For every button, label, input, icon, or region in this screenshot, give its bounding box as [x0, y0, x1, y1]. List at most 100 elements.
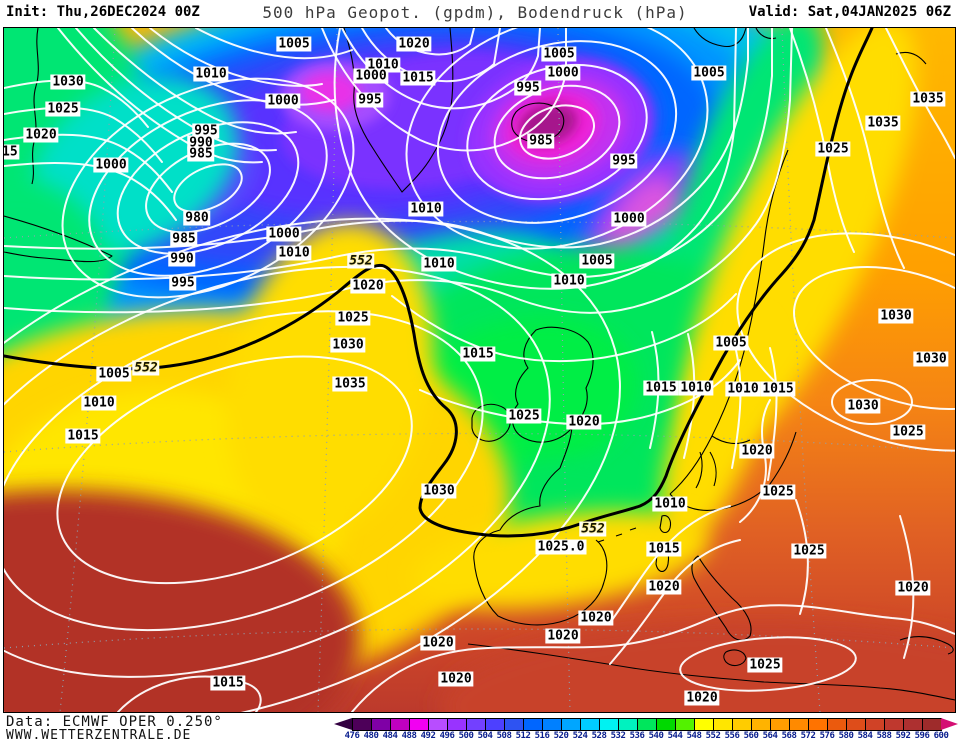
pressure-labels-layer: 1030102510201015100010101005100099599098…	[4, 28, 955, 712]
colorbar-segment	[808, 718, 828, 731]
colorbar-segment	[751, 718, 771, 731]
colorbar-segment	[542, 718, 562, 731]
colorbar-tick: 564	[762, 731, 778, 741]
colorbar-segment	[732, 718, 752, 731]
colorbar-tick: 552	[705, 731, 721, 741]
pressure-label: 1020	[566, 414, 602, 430]
colorbar-segment	[675, 718, 695, 731]
colorbar-tick: 556	[724, 731, 740, 741]
pressure-label: 1025.0	[535, 539, 587, 555]
colorbar-segment	[637, 718, 657, 731]
map-area: 1030102510201015100010101005100099599098…	[3, 27, 956, 713]
pressure-label: 1010	[193, 66, 229, 82]
pressure-label: 1025	[815, 141, 851, 157]
pressure-label: 1005	[96, 366, 132, 382]
colorbar-tick: 492	[420, 731, 436, 741]
pressure-label: 1010	[81, 395, 117, 411]
pressure-label: 1000	[611, 211, 647, 227]
pressure-label: 1025	[335, 310, 371, 326]
pressure-label: 995	[610, 153, 638, 169]
colorbar-tick: 600	[933, 731, 949, 741]
colorbar-tick: 524	[572, 731, 588, 741]
colorbar-tick: 592	[895, 731, 911, 741]
colorbar-tick: 512	[515, 731, 531, 741]
colorbar-tick: 484	[382, 731, 398, 741]
pressure-label: 1030	[50, 74, 86, 90]
pressure-label: 1010	[652, 496, 688, 512]
pressure-label: 995	[192, 123, 220, 139]
pressure-label: 1025	[747, 657, 783, 673]
pressure-label: 985	[187, 146, 215, 162]
pressure-label: 1005	[541, 46, 577, 62]
isobar-layer	[4, 28, 955, 712]
pressure-label: 1035	[865, 115, 901, 131]
colorbar-segment	[656, 718, 676, 731]
colorbar-tick: 540	[648, 731, 664, 741]
pressure-label: 1025	[45, 101, 81, 117]
pressure-label: 1005	[579, 253, 615, 269]
colorbar-tick: 576	[819, 731, 835, 741]
pressure-label: 1015	[460, 346, 496, 362]
pressure-label: 1020	[545, 628, 581, 644]
pressure-label: 1025	[760, 484, 796, 500]
colorbar-tick: 580	[838, 731, 854, 741]
pressure-label: 1005	[691, 65, 727, 81]
geopotential-552-label: 552	[132, 360, 160, 376]
map-title: 500 hPa Geopot. (gpdm), Bodendruck (hPa)	[262, 3, 688, 22]
colorbar-right-arrow	[941, 718, 958, 730]
coastline-layer	[4, 28, 955, 701]
pressure-label: 1035	[910, 91, 946, 107]
pressure-label: 1035	[332, 376, 368, 392]
geopotential-colorbar: 476 480 484 488 492 496 500 504 508 512 516 520 524 5…	[0, 713, 959, 741]
colorbar-segment	[827, 718, 847, 731]
pressure-label: 1025	[791, 543, 827, 559]
pressure-label: 1015	[4, 144, 20, 160]
pressure-label: 1025	[890, 424, 926, 440]
pressure-label: 985	[527, 133, 555, 149]
colorbar-tick: 568	[781, 731, 797, 741]
colorbar-tick: 596	[914, 731, 930, 741]
valid-time: Valid: Sat,04JAN2025 06Z	[748, 4, 951, 20]
pressure-label: 1030	[421, 483, 457, 499]
colorbar-tick: 508	[496, 731, 512, 741]
pressure-label: 1015	[646, 541, 682, 557]
colorbar-segment	[485, 718, 505, 731]
pressure-label: 1000	[93, 157, 129, 173]
colorbar-segment	[599, 718, 619, 731]
colorbar-segment	[694, 718, 714, 731]
colorbar-tick: 504	[477, 731, 493, 741]
pressure-label: 1020	[438, 671, 474, 687]
data-source: Data: ECMWF OPER 0.250°	[6, 714, 223, 730]
colorbar-tick: 544	[667, 731, 683, 741]
colorbar-segment	[903, 718, 923, 731]
pressure-label: 1005	[713, 335, 749, 351]
colorbar-segment	[884, 718, 904, 731]
colorbar-tick: 516	[534, 731, 550, 741]
pressure-label: 1010	[678, 380, 714, 396]
init-time: Init: Thu,26DEC2024 00Z	[6, 4, 200, 20]
colorbar-segment	[466, 718, 486, 731]
pressure-label: 1030	[913, 351, 949, 367]
colorbar-segment	[447, 718, 467, 731]
colorbar-segment	[713, 718, 733, 731]
pressure-label: 1015	[643, 380, 679, 396]
colorbar-tick: 536	[629, 731, 645, 741]
colorbar-tick: 488	[401, 731, 417, 741]
pressure-label: 1020	[350, 278, 386, 294]
pressure-label: 1000	[353, 68, 389, 84]
pressure-label: 1030	[330, 337, 366, 353]
pressure-label: 1020	[895, 580, 931, 596]
colorbar-left-arrow	[334, 718, 352, 730]
colorbar-tick: 520	[553, 731, 569, 741]
pressure-label: 1010	[725, 381, 761, 397]
pressure-label: 1015	[210, 675, 246, 691]
pressure-label: 1015	[760, 381, 796, 397]
pressure-label: 1000	[545, 65, 581, 81]
pressure-label: 1020	[739, 443, 775, 459]
pressure-label: 1025	[506, 408, 542, 424]
colorbar-segment	[504, 718, 524, 731]
pressure-label: 1030	[878, 308, 914, 324]
colorbar-tick: 480	[363, 731, 379, 741]
pressure-label: 1005	[276, 36, 312, 52]
colorbar-segment	[846, 718, 866, 731]
